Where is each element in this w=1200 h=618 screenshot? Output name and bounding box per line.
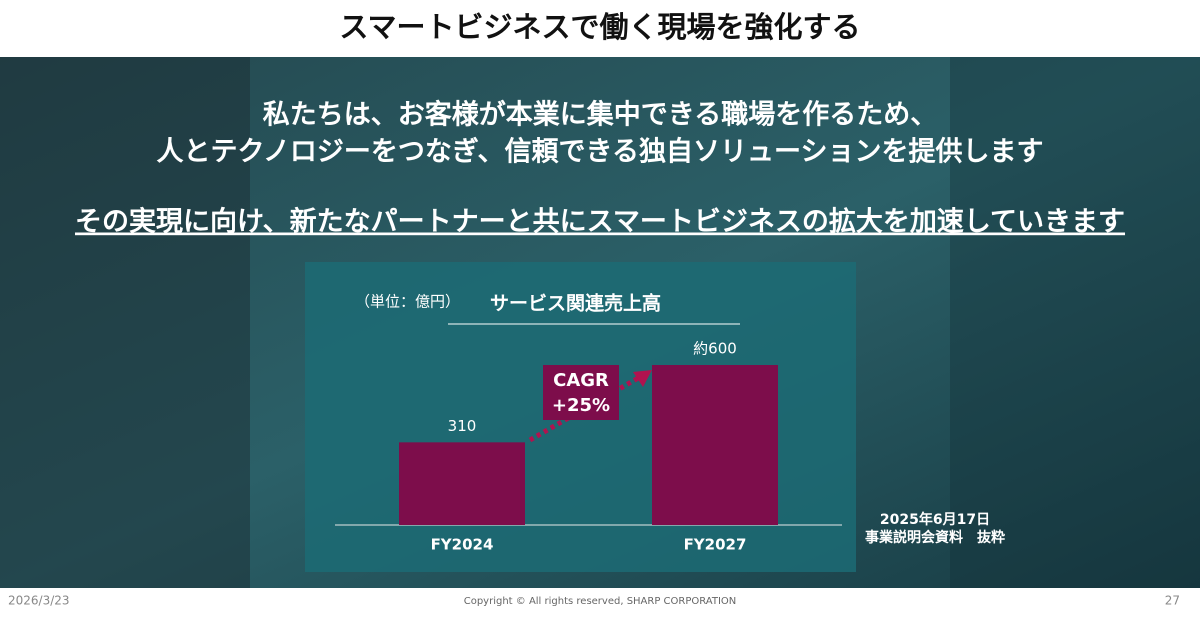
message-line: 私たちは、お客様が本業に集中できる職場を作るため、 [263,99,937,131]
x-tick-label: FY2027 [684,536,747,554]
value-label: 310 [448,417,477,435]
bar [652,365,778,525]
photo-shade [950,57,1200,588]
message-line: 人とテクノロジーをつなぎ、信頼できる独自ソリューションを提供します [157,136,1044,168]
source: 2025年6月17日 [880,511,990,528]
source: 事業説明会資料 抜粋 [865,529,1005,546]
x-tick-label: FY2024 [431,536,494,554]
footer-page: 27 [1165,594,1180,608]
bar [399,442,525,525]
chart-title: サービス関連売上高 [490,292,661,315]
annotation: CAGR [553,370,609,391]
value-label: 約600 [693,340,737,358]
footer-date: 2026/3/23 [8,594,70,608]
emphasis: その実現に向け、新たなパートナーと共にスマートビジネスの拡大を加速していきます [75,206,1125,238]
cagr-box [543,365,619,420]
chart-unit: （単位：億円） [355,293,460,311]
photo-shade [0,57,250,588]
slide-title: スマートビジネスで働く現場を強化する [339,10,860,44]
annotation: +25% [552,395,610,416]
footer-copyright: Copyright © All rights reserved, SHARP C… [464,596,737,607]
cagr-arrowhead [633,370,652,387]
cagr-arrow [528,374,642,443]
